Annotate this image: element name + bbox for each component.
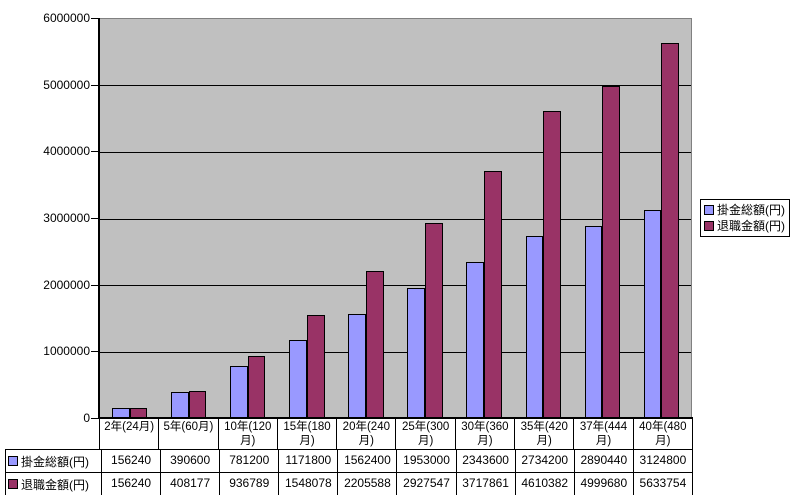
series1-swatch (704, 205, 714, 215)
bar-series2 (188, 390, 207, 418)
category-label-cell: 20年(240月) (337, 418, 397, 449)
row-series-swatch (8, 456, 18, 466)
y-axis-tick-mark (91, 284, 98, 286)
row-header-cell: 退職金額(円) (6, 473, 101, 495)
bar-series1 (170, 392, 189, 418)
gridline (100, 151, 691, 153)
y-axis-tick-label: 2000000 (43, 277, 90, 292)
plot-area (100, 18, 692, 418)
table-row: 掛金総額(円) 156240 390600 781200 1171800 1562400 1… (6, 450, 692, 472)
y-axis-tick-label: 5000000 (43, 77, 90, 92)
y-axis-tick-label: 0 (83, 411, 90, 425)
row-header-cell: 掛金総額(円) (6, 450, 101, 472)
value-cell: 2343600 (455, 450, 515, 472)
bar-series1 (466, 262, 485, 418)
value-cell: 5633754 (632, 473, 692, 495)
bar-series2 (543, 111, 561, 418)
category-label-cell: 15年(180月) (278, 418, 338, 449)
bar-series2 (365, 271, 384, 418)
value-cell: 1548078 (278, 473, 337, 495)
y-axis-tick-mark (91, 151, 98, 153)
bar-series1 (289, 340, 307, 418)
value-cell: 4999680 (573, 473, 633, 495)
value-cell: 408177 (160, 473, 219, 495)
y-axis-tick-mark (91, 418, 98, 419)
bar-series1 (643, 210, 662, 418)
y-axis-tick-label: 4000000 (43, 144, 90, 159)
y-axis-tick-mark (91, 18, 98, 19)
value-cell: 2927547 (396, 473, 455, 495)
value-cell: 1171800 (278, 450, 337, 472)
category-label-cell: 5年(60月) (159, 418, 219, 449)
y-axis-tick-mark (91, 84, 98, 86)
value-cell: 2890440 (573, 450, 633, 472)
gridline (100, 284, 691, 286)
legend-label: 掛金総額(円) (717, 203, 785, 217)
row-header-label: 掛金総額(円) (21, 454, 89, 469)
legend-label: 退職金額(円) (717, 219, 785, 233)
bar-series1 (584, 225, 603, 418)
bar-series1 (348, 314, 366, 418)
y-axis-tick-label: 1000000 (43, 344, 90, 359)
value-cell: 156240 (101, 473, 160, 495)
y-axis-line (98, 18, 100, 419)
gridline (100, 218, 691, 220)
value-cell: 2205588 (337, 473, 396, 495)
y-axis-tick-label: 3000000 (43, 211, 90, 225)
gridline (100, 85, 691, 87)
value-cell: 3717861 (455, 473, 515, 495)
bar-series2 (661, 43, 680, 418)
y-axis-tick-label: 6000000 (43, 11, 90, 25)
value-cell: 2734200 (514, 450, 574, 472)
legend-entry: 退職金額(円) (704, 218, 785, 234)
y-axis-tick-mark (91, 218, 98, 219)
category-label-cell: 30年(360月) (456, 418, 516, 449)
category-label-cell: 40年(480月) (639, 421, 687, 447)
bar-series2 (484, 170, 502, 418)
row-series-swatch (8, 479, 18, 489)
data-table: 掛金総額(円) 156240 390600 781200 1171800 1562400 1… (5, 449, 693, 495)
y-axis-tick-mark (91, 351, 98, 353)
value-cell: 781200 (219, 450, 278, 472)
bar-series1 (525, 236, 544, 418)
gridline (100, 351, 691, 353)
bar-series1 (230, 366, 248, 418)
category-label-cell: 25年(300月) (396, 418, 456, 449)
bar-series2 (425, 223, 443, 418)
legend: 掛金総額(円) 退職金額(円) (700, 199, 790, 237)
value-cell: 390600 (160, 450, 219, 472)
legend-entry: 掛金総額(円) (704, 202, 785, 218)
category-label-cell: 35年(420月) (515, 418, 575, 449)
value-cell: 936789 (219, 473, 278, 495)
category-label-cell: 10年(120月) (219, 418, 278, 449)
table-row: 退職金額(円) 156240 408177 936789 1548078 2205588 2… (6, 472, 692, 495)
bar-series2 (602, 85, 621, 418)
value-cell: 1953000 (396, 450, 455, 472)
value-cell: 4610382 (514, 473, 574, 495)
bar-series2 (247, 355, 266, 418)
category-label-cell: 37年(444月) (574, 418, 634, 449)
value-cell: 3124800 (632, 450, 692, 472)
category-label-cell: 2年(24月) (100, 418, 160, 449)
series2-swatch (704, 221, 714, 231)
value-cell: 1562400 (337, 450, 396, 472)
bar-series2 (306, 315, 325, 418)
value-cell: 156240 (101, 450, 160, 472)
category-header-row: 2年(24月) 5年(60月) 10年(120月) 15年(180月) 20年(240月… (99, 418, 693, 449)
bar-series1 (407, 288, 426, 418)
row-header-label: 退職金額(円) (21, 477, 89, 492)
